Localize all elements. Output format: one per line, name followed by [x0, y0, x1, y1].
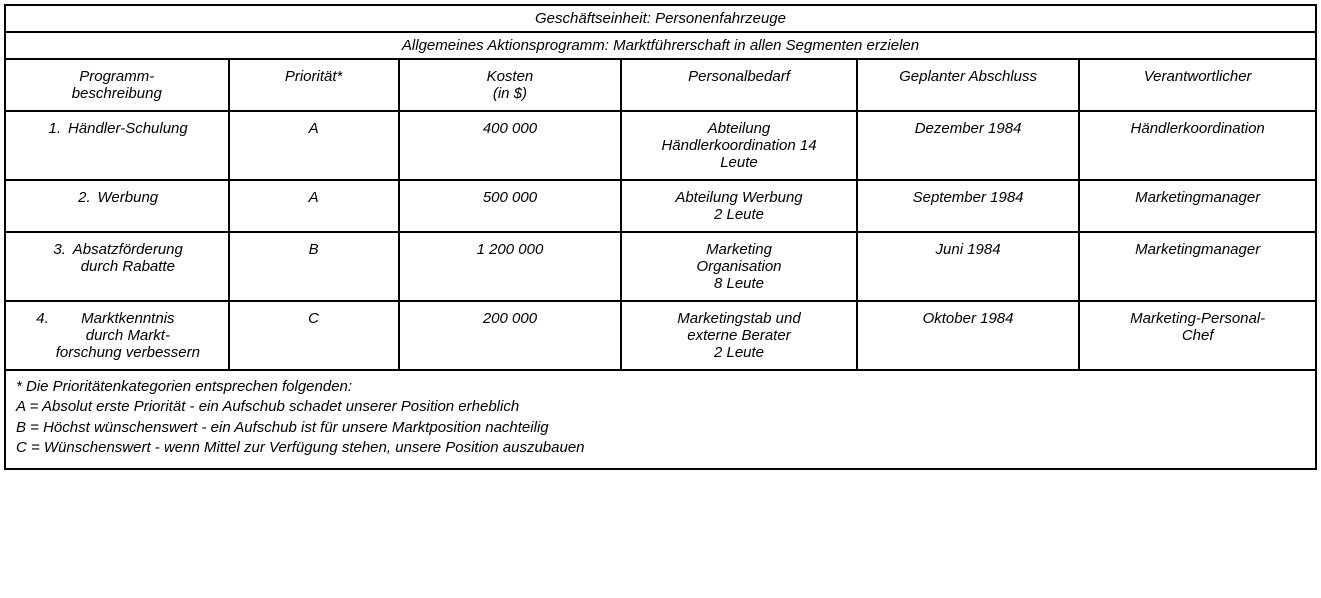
col-header-priority: Priorität* — [229, 60, 399, 111]
pers-line: Abteilung — [708, 120, 771, 137]
cell-cost: 200 000 — [399, 301, 622, 370]
resp-line: Marketing-Personal- — [1130, 310, 1265, 327]
footnote-b: B = Höchst wünschenswert - ein Aufschub … — [16, 418, 1305, 438]
col-header-description: Programm- beschreibung — [6, 60, 229, 111]
cell-completion: September 1984 — [857, 180, 1080, 232]
pers-line: Abteilung Werbung — [675, 189, 802, 206]
col-header-cost-l1: Kosten — [487, 68, 534, 85]
pers-line: externe Berater — [687, 327, 790, 344]
table-header-row: Programm- beschreibung Priorität* Kosten… — [6, 60, 1315, 111]
cell-priority: A — [229, 180, 399, 232]
footnote-intro: * Die Prioritätenkategorien entsprechen … — [16, 377, 1305, 397]
desc-line: durch Rabatte — [73, 258, 183, 275]
pers-line: 2 Leute — [714, 344, 764, 361]
desc-line: durch Markt- — [56, 327, 200, 344]
cell-description: 2. Werbung — [6, 180, 229, 232]
cell-responsible: Marketing-Personal- Chef — [1079, 301, 1315, 370]
cell-cost: 500 000 — [399, 180, 622, 232]
business-unit-title: Geschäftseinheit: Personenfahrzeuge — [6, 6, 1315, 33]
resp-line: Händlerkoordination — [1131, 120, 1265, 137]
desc-line: Händler-Schulung — [68, 120, 188, 137]
priority-footnote: * Die Prioritätenkategorien entsprechen … — [6, 371, 1315, 468]
cell-personnel: Marketingstab und externe Berater 2 Leut… — [621, 301, 857, 370]
cell-responsible: Marketingmanager — [1079, 232, 1315, 301]
cell-priority: C — [229, 301, 399, 370]
row-number: 4. — [34, 310, 52, 327]
pers-line: Leute — [720, 154, 758, 171]
cell-personnel: Marketing Organisation 8 Leute — [621, 232, 857, 301]
cell-completion: Juni 1984 — [857, 232, 1080, 301]
resp-line: Marketingmanager — [1135, 241, 1260, 258]
row-number: 1. — [46, 120, 64, 137]
col-header-description-l2: beschreibung — [72, 85, 162, 102]
resp-line: Chef — [1182, 327, 1214, 344]
cell-description: 1. Händler-Schulung — [6, 111, 229, 180]
cell-completion: Dezember 1984 — [857, 111, 1080, 180]
cell-cost: 400 000 — [399, 111, 622, 180]
pers-line: Händlerkoordination 14 — [661, 137, 816, 154]
table-row: 4. Marktkenntnis durch Markt- forschung … — [6, 301, 1315, 370]
cell-completion: Oktober 1984 — [857, 301, 1080, 370]
col-header-personnel: Personalbedarf — [621, 60, 857, 111]
table-row: 2. Werbung A 500 000 Abteilung Werbung 2… — [6, 180, 1315, 232]
footnote-a: A = Absolut erste Priorität - ein Aufsch… — [16, 397, 1305, 417]
footnote-c: C = Wünschenswert - wenn Mittel zur Verf… — [16, 438, 1305, 458]
desc-line: Werbung — [98, 189, 159, 206]
row-number: 3. — [51, 241, 69, 258]
action-program-subtitle: Allgemeines Aktionsprogramm: Marktführer… — [6, 33, 1315, 60]
cell-responsible: Marketingmanager — [1079, 180, 1315, 232]
cell-description: 3. Absatzförderung durch Rabatte — [6, 232, 229, 301]
table-row: 3. Absatzförderung durch Rabatte B 1 200… — [6, 232, 1315, 301]
cell-priority: B — [229, 232, 399, 301]
desc-line: Absatzförderung — [73, 241, 183, 258]
pers-line: Marketing — [706, 241, 772, 258]
col-header-cost-l2: (in $) — [493, 85, 527, 102]
row-number: 2. — [75, 189, 93, 206]
cell-description: 4. Marktkenntnis durch Markt- forschung … — [6, 301, 229, 370]
pers-line: Marketingstab und — [677, 310, 800, 327]
desc-line: Marktkenntnis — [81, 310, 174, 327]
pers-line: 8 Leute — [714, 275, 764, 292]
col-header-responsible: Verantwortlicher — [1079, 60, 1315, 111]
cell-personnel: Abteilung Werbung 2 Leute — [621, 180, 857, 232]
resp-line: Marketingmanager — [1135, 189, 1260, 206]
cell-cost: 1 200 000 — [399, 232, 622, 301]
cell-priority: A — [229, 111, 399, 180]
col-header-description-l1: Programm- — [79, 68, 154, 85]
col-header-completion: Geplanter Abschluss — [857, 60, 1080, 111]
cell-personnel: Abteilung Händlerkoordination 14 Leute — [621, 111, 857, 180]
table-row: 1. Händler-Schulung A 400 000 Abteilung … — [6, 111, 1315, 180]
col-header-cost: Kosten (in $) — [399, 60, 622, 111]
pers-line: 2 Leute — [714, 206, 764, 223]
desc-line: forschung verbessern — [56, 344, 200, 361]
cell-responsible: Händlerkoordination — [1079, 111, 1315, 180]
program-table-container: Geschäftseinheit: Personenfahrzeuge Allg… — [4, 4, 1317, 470]
program-table: Programm- beschreibung Priorität* Kosten… — [6, 60, 1315, 371]
pers-line: Organisation — [696, 258, 781, 275]
